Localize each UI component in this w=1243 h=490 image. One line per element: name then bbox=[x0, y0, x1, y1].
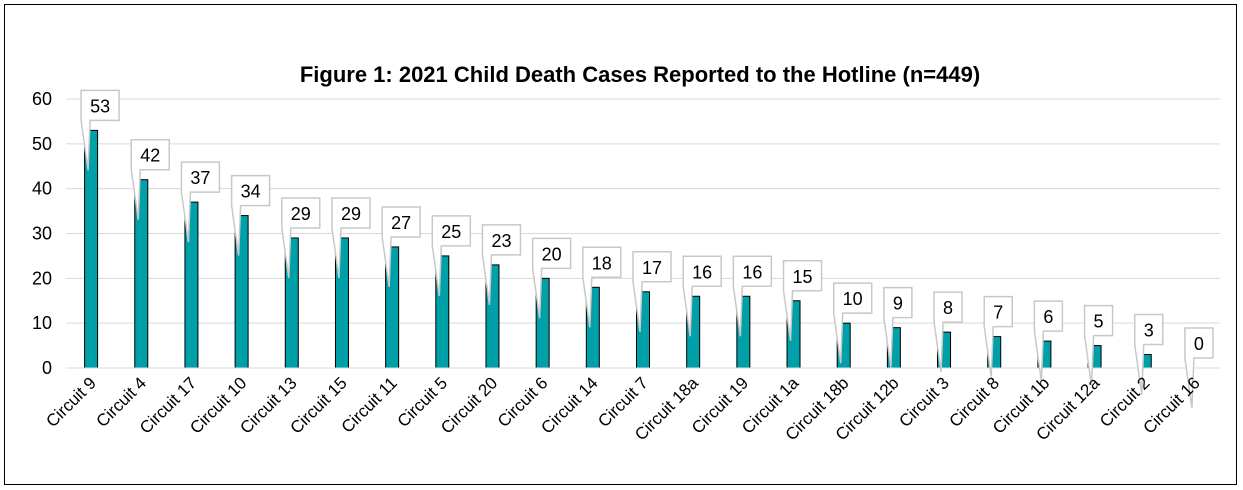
data-label-callout: 27 bbox=[381, 206, 421, 288]
data-label: 29 bbox=[341, 204, 361, 224]
data-label-callout: 53 bbox=[80, 89, 120, 171]
data-label-box bbox=[431, 215, 472, 297]
data-label-callout: 25 bbox=[431, 215, 472, 297]
y-tick-label: 20 bbox=[32, 268, 52, 288]
y-axis-ticks: 0 10 20 30 40 50 60 bbox=[32, 89, 52, 378]
data-label-box bbox=[582, 246, 622, 328]
data-label-callout: 9 bbox=[883, 286, 913, 368]
y-tick-label: 60 bbox=[32, 89, 52, 109]
data-label: 16 bbox=[742, 262, 762, 282]
data-label-callout: 17 bbox=[632, 251, 672, 332]
data-label-box bbox=[682, 255, 722, 337]
data-label-callout: 6 bbox=[1033, 300, 1064, 382]
data-label: 27 bbox=[391, 213, 411, 233]
data-label: 18 bbox=[592, 253, 612, 273]
data-label-box bbox=[883, 286, 913, 368]
data-label: 17 bbox=[642, 258, 662, 278]
data-label-callout: 8 bbox=[933, 291, 963, 373]
y-tick-label: 50 bbox=[32, 134, 52, 154]
data-label-box bbox=[531, 237, 572, 319]
data-label-box bbox=[983, 295, 1013, 377]
data-label: 25 bbox=[441, 222, 461, 242]
data-label-box bbox=[782, 260, 823, 341]
data-label-box bbox=[632, 251, 672, 332]
y-tick-label: 0 bbox=[42, 358, 52, 378]
data-label-box bbox=[381, 206, 421, 288]
data-label-box bbox=[331, 197, 371, 279]
data-label-box bbox=[130, 138, 171, 220]
data-label-box bbox=[80, 89, 120, 171]
y-tick-label: 10 bbox=[32, 313, 52, 333]
data-label-box bbox=[281, 197, 321, 279]
x-tick-label: Circuit 11 bbox=[338, 373, 401, 436]
data-label-box bbox=[832, 282, 873, 364]
data-label: 9 bbox=[893, 294, 903, 314]
y-tick-label: 40 bbox=[32, 179, 52, 199]
data-label-callout: 5 bbox=[1083, 304, 1114, 386]
data-label-box bbox=[1133, 313, 1164, 395]
x-tick-label: Circuit 9 bbox=[42, 373, 100, 431]
data-label-callout: 42 bbox=[130, 138, 171, 220]
data-label: 8 bbox=[943, 298, 953, 318]
data-label: 0 bbox=[1194, 334, 1204, 354]
data-label: 15 bbox=[793, 267, 813, 287]
data-label-callout: 37 bbox=[180, 161, 221, 243]
data-label: 23 bbox=[491, 231, 511, 251]
data-label-box bbox=[933, 291, 963, 373]
data-label-callout: 20 bbox=[531, 237, 572, 319]
y-tick-label: 30 bbox=[32, 224, 52, 244]
data-label: 53 bbox=[90, 96, 110, 116]
data-label-callout: 16 bbox=[682, 255, 722, 337]
data-label: 29 bbox=[291, 204, 311, 224]
bar bbox=[84, 129, 99, 369]
data-label-callout: 0 bbox=[1184, 327, 1214, 409]
data-label: 37 bbox=[190, 168, 210, 188]
data-label-box bbox=[1083, 304, 1114, 386]
data-label: 10 bbox=[843, 289, 863, 309]
data-label-callout: 23 bbox=[481, 224, 522, 305]
data-label: 3 bbox=[1144, 321, 1154, 341]
data-label-callout: 29 bbox=[281, 197, 321, 279]
data-label: 42 bbox=[140, 146, 160, 166]
data-label-box bbox=[230, 174, 271, 256]
data-label: 7 bbox=[993, 303, 1003, 323]
data-label-box bbox=[481, 224, 522, 305]
data-label-callout: 18 bbox=[582, 246, 622, 328]
chart-frame bbox=[4, 4, 1237, 485]
data-label-callout: 7 bbox=[983, 295, 1013, 377]
data-label: 34 bbox=[241, 182, 261, 202]
data-label-callout: 15 bbox=[782, 260, 823, 341]
data-label-box bbox=[732, 255, 773, 337]
data-label-callout: 29 bbox=[331, 197, 371, 279]
data-label-box bbox=[180, 161, 221, 243]
gridlines bbox=[66, 98, 1220, 324]
data-label-box bbox=[1033, 300, 1064, 382]
data-label-callout: 10 bbox=[832, 282, 873, 364]
data-label-callout: 16 bbox=[732, 255, 773, 337]
data-label: 5 bbox=[1094, 312, 1104, 332]
data-label: 6 bbox=[1043, 307, 1053, 327]
data-label-callout: 34 bbox=[230, 174, 271, 256]
x-tick-label: Circuit 3 bbox=[895, 373, 953, 431]
data-label-callout: 3 bbox=[1133, 313, 1164, 395]
data-label: 20 bbox=[542, 244, 562, 264]
chart-title: Figure 1: 2021 Child Death Cases Reporte… bbox=[300, 62, 980, 87]
data-label: 16 bbox=[692, 262, 712, 282]
data-label-box bbox=[1184, 327, 1214, 409]
